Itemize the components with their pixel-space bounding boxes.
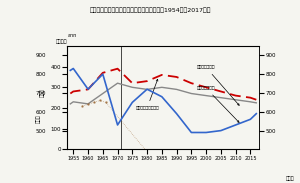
Text: 図１　移動者数の推移（日本人移動者）　（1954年～2017年）: 図１ 移動者数の推移（日本人移動者） （1954年～2017年） [89, 7, 211, 13]
Text: 市区町村間移動: 市区町村間移動 [197, 66, 239, 105]
Text: 動者数: 動者数 [40, 88, 45, 97]
Text: ann: ann [68, 33, 76, 38]
Text: 都道府県間移動者数: 都道府県間移動者数 [135, 79, 159, 110]
Text: 都道府県内移動: 都道府県内移動 [197, 86, 239, 122]
Text: 動者数: 動者数 [36, 114, 41, 123]
Text: （万人）: （万人） [56, 39, 68, 44]
Text: （年）: （年） [285, 176, 294, 181]
